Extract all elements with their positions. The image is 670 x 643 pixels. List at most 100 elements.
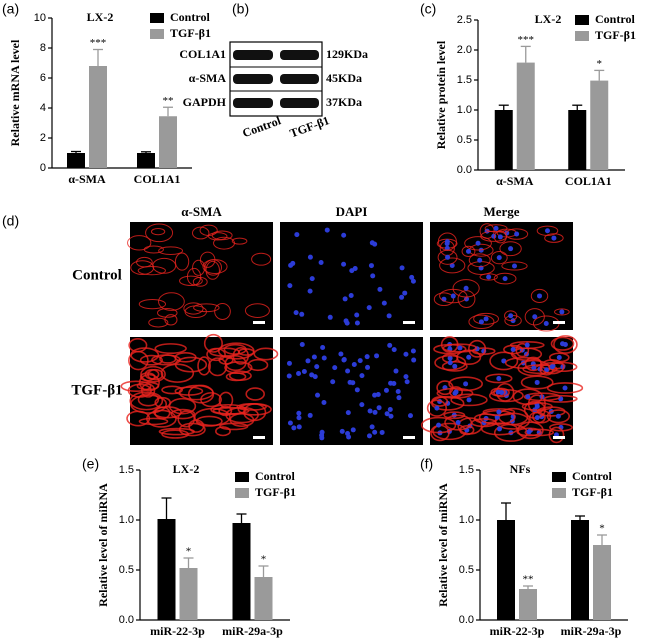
nucleus [496, 255, 502, 261]
significance-label: * [599, 523, 605, 535]
actin-fiber [450, 393, 488, 407]
actin-fiber [139, 354, 163, 366]
actin-fiber [195, 415, 223, 427]
actin-fiber [148, 317, 169, 328]
panel-label: (f) [420, 456, 433, 472]
actin-fiber [468, 339, 487, 358]
actin-fiber [501, 261, 528, 271]
actin-fiber [244, 303, 270, 318]
actin-fiber [543, 394, 578, 403]
micrograph-bg [130, 222, 273, 330]
nucleus [444, 245, 450, 251]
actin-fiber [479, 273, 498, 281]
nucleus [404, 379, 410, 385]
nucleus [410, 348, 416, 354]
error-bar [594, 69, 605, 81]
nucleus [486, 274, 492, 280]
nucleus [526, 429, 532, 435]
nucleus [299, 311, 305, 317]
y-tick-label: 0.5 [119, 564, 134, 576]
nucleus [369, 424, 375, 430]
y-tick-label: 0.5 [457, 134, 472, 146]
actin-fiber [219, 422, 249, 431]
actin-fiber [152, 257, 177, 274]
nucleus [531, 365, 537, 371]
nucleus [452, 363, 458, 369]
nucleus [321, 355, 327, 361]
column-header: α-SMA [181, 204, 222, 219]
y-tick-label: 1.0 [459, 514, 474, 526]
actin-fiber [251, 252, 272, 266]
error-bar [498, 104, 509, 110]
nucleus [370, 273, 376, 279]
x-tick-label: α-SMA [496, 174, 534, 188]
y-tick-label: 1.5 [457, 74, 472, 86]
nucleus [344, 320, 350, 326]
actin-fiber [137, 266, 166, 276]
nucleus [555, 413, 561, 419]
actin-fiber [503, 344, 524, 355]
micrograph [420, 335, 584, 445]
nucleus [366, 433, 372, 439]
y-axis-label: Relative level of miRNA [96, 483, 110, 607]
nucleus [502, 276, 508, 282]
nucleus [354, 312, 360, 318]
significance-label: *** [90, 37, 107, 49]
nucleus [450, 293, 456, 299]
y-tick-label: 0.5 [459, 564, 474, 576]
y-tick-label: 0 [40, 162, 46, 174]
actin-fiber [197, 356, 211, 376]
y-axis-label: Relative mRNA level [8, 39, 22, 146]
actin-fiber [231, 237, 248, 245]
actin-fiber [140, 383, 156, 398]
error-bar [597, 534, 607, 545]
nucleus [367, 408, 373, 414]
protein-label: GAPDH [183, 95, 227, 109]
legend-label: TGF-β1 [595, 28, 636, 42]
nucleus [498, 389, 504, 395]
actin-fiber [520, 375, 554, 390]
actin-fiber [247, 358, 269, 372]
nucleus [399, 265, 405, 271]
significance-label: *** [518, 34, 535, 46]
actin-fiber [174, 386, 204, 396]
actin-fiber [192, 259, 206, 276]
nucleus [514, 231, 520, 237]
blot-band [280, 98, 319, 108]
actin-fiber [437, 249, 458, 265]
bar [159, 116, 177, 168]
panel-label: (d) [2, 213, 19, 229]
nucleus [291, 425, 297, 431]
actin-fiber [202, 259, 228, 274]
nucleus [463, 285, 469, 291]
nucleus [384, 411, 390, 417]
error-bar [258, 565, 269, 577]
nucleus [551, 235, 557, 241]
nucleus [359, 402, 365, 408]
nucleus [537, 293, 543, 299]
x-tick-label: COL1A1 [134, 172, 181, 186]
bar [568, 110, 587, 170]
actin-fiber [156, 307, 178, 318]
actin-fiber [145, 223, 174, 243]
actin-fiber [493, 387, 510, 398]
legend-swatch [150, 13, 164, 23]
bar [590, 80, 609, 170]
y-axis-label: Relative protein level [434, 40, 448, 149]
actin-fiber [237, 348, 255, 356]
nucleus [393, 368, 399, 374]
bar [494, 110, 513, 170]
micrograph [127, 222, 273, 330]
nucleus [559, 309, 565, 315]
nucleus [410, 278, 416, 284]
nucleus [320, 344, 326, 350]
actin-fiber [549, 423, 573, 432]
micrograph [120, 333, 279, 445]
nucleus [296, 371, 302, 377]
y-tick-label: 4 [40, 102, 46, 114]
nucleus [372, 392, 378, 398]
bar [497, 520, 515, 620]
actin-fiber [443, 411, 466, 420]
actin-fiber [183, 302, 204, 315]
nucleus [354, 320, 360, 326]
